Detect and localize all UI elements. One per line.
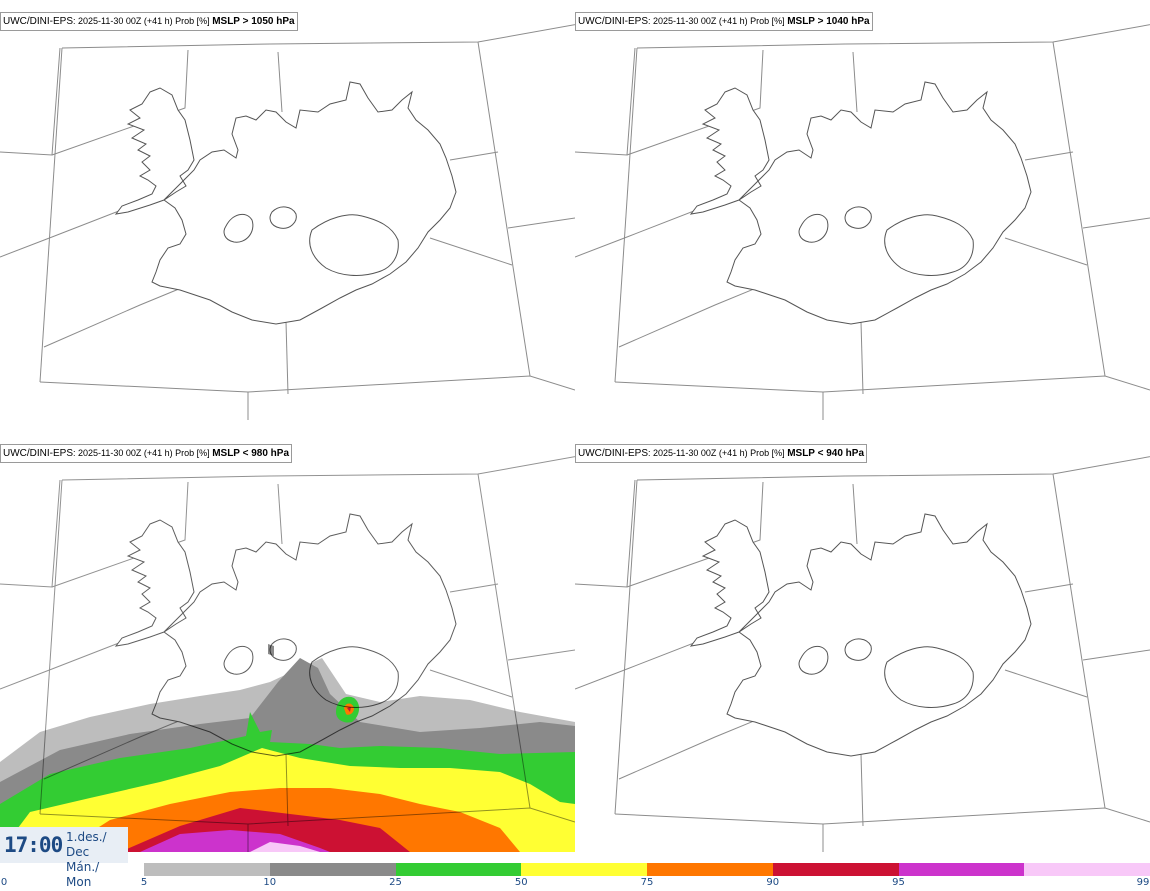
variable-name: MSLP < 980 hPa — [212, 448, 289, 459]
panel-title: UWC/DINI-EPS: 2025-11-30 00Z (+41 h) Pro… — [0, 12, 298, 31]
legend-segment — [1024, 863, 1150, 876]
legend-segment — [144, 863, 271, 876]
legend-tick-label: 99 — [1136, 877, 1150, 888]
valid-time: 17:00 — [4, 833, 63, 857]
model-name: UWC/DINI-EPS — [578, 16, 648, 27]
legend-segment — [898, 863, 1025, 876]
valid-date: 1.des./ Dec Mán./ Mon — [66, 830, 128, 890]
variable-name: MSLP < 940 hPa — [787, 448, 864, 459]
run-info: 2025-11-30 00Z (+41 h) Prob [%] — [78, 448, 210, 458]
variable-name: MSLP > 1050 hPa — [212, 16, 295, 27]
map-canvas — [0, 453, 575, 852]
legend-tick-label: 0 — [0, 877, 8, 888]
panel-title: UWC/DINI-EPS: 2025-11-30 00Z (+41 h) Pro… — [575, 12, 873, 31]
legend-tick-label: 75 — [640, 877, 654, 888]
legend-segment — [772, 863, 899, 876]
model-name: UWC/DINI-EPS — [3, 16, 73, 27]
valid-time-box: 17:00 1.des./ Dec Mán./ Mon — [0, 827, 128, 889]
legend-tick-label: 10 — [263, 877, 277, 888]
legend-tick-label: 95 — [892, 877, 905, 888]
map-canvas — [0, 21, 575, 420]
model-name: UWC/DINI-EPS — [578, 448, 648, 459]
date-line-2: Mán./ Mon — [66, 860, 100, 889]
legend-segment — [521, 863, 648, 876]
panel-title: UWC/DINI-EPS: 2025-11-30 00Z (+41 h) Pro… — [0, 444, 292, 463]
map-canvas — [575, 21, 1150, 420]
map-panel-940: UWC/DINI-EPS: 2025-11-30 00Z (+41 h) Pro… — [575, 432, 1150, 852]
legend-tick-label: 25 — [389, 877, 402, 888]
legend-segment — [395, 863, 522, 876]
map-panel-980: UWC/DINI-EPS: 2025-11-30 00Z (+41 h) Pro… — [0, 432, 575, 852]
legend-segment — [269, 863, 396, 876]
model-name: UWC/DINI-EPS — [3, 448, 73, 459]
panel-title: UWC/DINI-EPS: 2025-11-30 00Z (+41 h) Pro… — [575, 444, 867, 463]
map-canvas — [575, 453, 1150, 852]
date-line-1: 1.des./ Dec — [66, 830, 107, 859]
legend-tick-label: 50 — [514, 877, 528, 888]
probability-field — [0, 644, 575, 852]
legend-tick-label: 90 — [766, 877, 780, 888]
run-info: 2025-11-30 00Z (+41 h) Prob [%] — [653, 16, 785, 26]
variable-name: MSLP > 1040 hPa — [787, 16, 870, 27]
map-panel-1050: UWC/DINI-EPS: 2025-11-30 00Z (+41 h) Pro… — [0, 0, 575, 420]
run-info: 2025-11-30 00Z (+41 h) Prob [%] — [653, 448, 785, 458]
color-legend — [144, 863, 1150, 876]
legend-segment — [647, 863, 774, 876]
legend-tick-label: 5 — [140, 877, 148, 888]
map-panel-1040: UWC/DINI-EPS: 2025-11-30 00Z (+41 h) Pro… — [575, 0, 1150, 420]
run-info: 2025-11-30 00Z (+41 h) Prob [%] — [78, 16, 210, 26]
